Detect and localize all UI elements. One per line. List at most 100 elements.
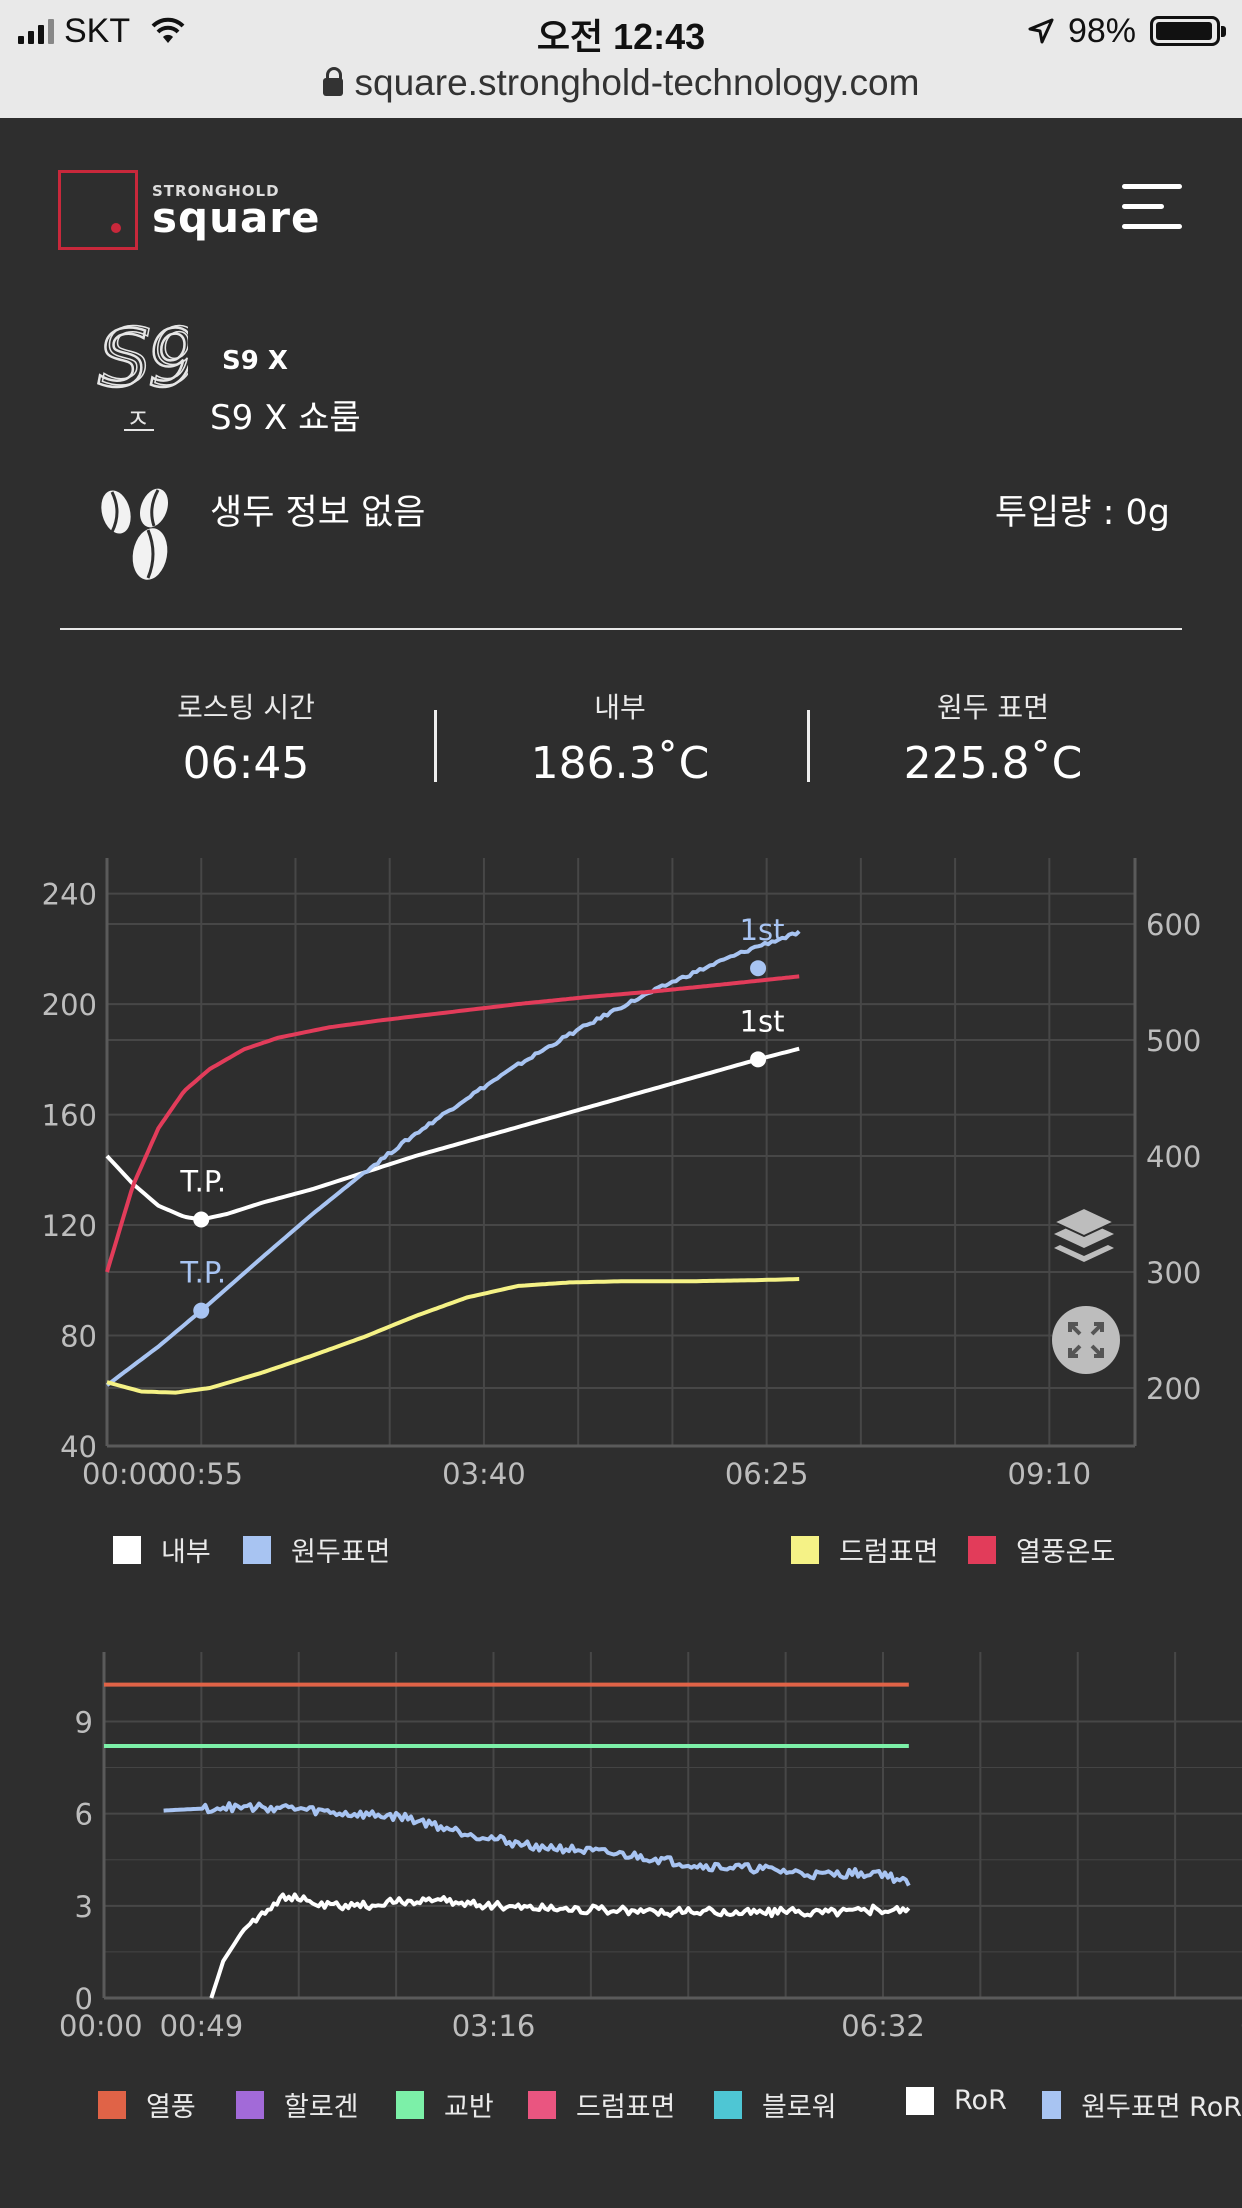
- y-left-tick-label: 120: [42, 1209, 97, 1243]
- svg-text:S9: S9: [98, 315, 188, 405]
- legend-swatch: [98, 2090, 126, 2119]
- annotation-label: T.P.: [179, 1165, 226, 1199]
- series-line: [105, 974, 800, 1273]
- legend-label: 내부: [161, 1537, 211, 1568]
- legend-item-hot-air[interactable]: 열풍: [98, 2085, 196, 2124]
- y-right-tick-label: 300: [1146, 1256, 1201, 1290]
- legend-swatch: [1042, 2090, 1062, 2119]
- status-bar-right: 98%: [1028, 8, 1226, 54]
- annotation-marker: [193, 1302, 210, 1319]
- logo-mark-icon: [58, 170, 138, 250]
- series-line: [105, 1046, 800, 1222]
- legend-item-drum-surface[interactable]: 드럼표면: [791, 1530, 938, 1569]
- x-tick-label: 00:00: [82, 1457, 166, 1490]
- legend-item-halogen[interactable]: 할로겐: [236, 2085, 359, 2124]
- legend-swatch: [714, 2090, 742, 2119]
- stat-value: 186.3˚C: [530, 738, 710, 789]
- x-tick-label: 00:49: [160, 2009, 244, 2040]
- annotation-label: 1st: [740, 913, 785, 947]
- hamburger-icon[interactable]: [1122, 184, 1182, 230]
- lock-icon: [322, 67, 343, 96]
- annotation-marker: [750, 960, 767, 977]
- legend-label: RoR: [954, 2085, 1007, 2116]
- legend-label: 블로워: [762, 2092, 837, 2123]
- legend-label: 드럼표면: [576, 2092, 676, 2123]
- legend-swatch: [113, 1535, 141, 1564]
- wifi-icon: [151, 17, 185, 43]
- series-line: [163, 1801, 911, 1887]
- legend-label: 원두표면: [291, 1537, 391, 1568]
- legend-item-bean-ror[interactable]: 원두표면 RoR: [1042, 2085, 1242, 2124]
- y-right-tick-label: 500: [1146, 1024, 1201, 1058]
- x-tick-label: 09:10: [1008, 1457, 1092, 1490]
- legend-swatch: [528, 2090, 556, 2119]
- status-bar: SKT 오전 12:43 98% square.stronghold-techn…: [0, 0, 1242, 118]
- logo-big-text: square: [152, 193, 321, 242]
- x-tick-label: 03:16: [452, 2009, 536, 2040]
- legend-swatch: [791, 1535, 819, 1564]
- legend-swatch: [396, 2090, 424, 2119]
- location-arrow-icon: [1028, 18, 1054, 44]
- stat-value: 06:45: [182, 738, 310, 789]
- device-model: S9 X: [222, 346, 288, 376]
- legend-label: 원두표면 RoR: [1081, 2092, 1242, 2123]
- address-bar[interactable]: square.stronghold-technology.com: [0, 58, 1242, 108]
- section-divider: [60, 628, 1182, 630]
- legend-label: 열풍: [146, 2092, 196, 2123]
- stat-inner-temp: 내부 186.3˚C: [440, 686, 800, 789]
- annotation-marker: [193, 1211, 210, 1228]
- y-tick-label: 3: [75, 1890, 93, 1924]
- bean-info[interactable]: 생두 정보 없음: [210, 493, 426, 533]
- annotation-label: 1st: [740, 1004, 785, 1038]
- url-text: square.stronghold-technology.com: [354, 62, 920, 103]
- legend-swatch: [906, 2086, 934, 2115]
- legend-swatch: [968, 1535, 996, 1564]
- y-right-tick-label: 200: [1146, 1372, 1201, 1406]
- legend-label: 할로겐: [284, 2092, 359, 2123]
- layers-icon[interactable]: [1048, 1198, 1120, 1270]
- legend-item-agitator[interactable]: 교반: [396, 2085, 494, 2124]
- x-tick-label: 09:4: [1240, 2009, 1242, 2040]
- device-name[interactable]: S9 X 쇼룸: [210, 398, 361, 438]
- legend-swatch: [236, 2090, 264, 2119]
- y-left-tick-label: 200: [42, 988, 97, 1022]
- series-line: [105, 929, 801, 1387]
- fullscreen-icon[interactable]: [1052, 1306, 1120, 1374]
- legend-item-ror[interactable]: RoR: [906, 2085, 1007, 2116]
- x-tick-label: 06:25: [725, 1457, 809, 1490]
- y-right-tick-label: 600: [1146, 908, 1201, 942]
- series-line: [106, 1277, 800, 1395]
- x-tick-label: 00:55: [159, 1457, 243, 1490]
- temperature-chart[interactable]: 240 200 160 120 80 40 600 500 400 300 200 00:0000:5…: [0, 850, 1242, 1490]
- y-left-tick-label: 240: [42, 878, 97, 912]
- y-left-tick-label: 40: [60, 1430, 97, 1464]
- y-tick-label: 6: [75, 1798, 93, 1832]
- legend-item-drum[interactable]: 드럼표면: [528, 2085, 675, 2124]
- control-chart[interactable]: 9 6 3 000:00 00:49 03:16 06:32 09:4: [0, 1640, 1242, 2040]
- input-amount: 투입량 : 0g: [994, 493, 1170, 533]
- cellular-signal-icon: [18, 18, 54, 44]
- legend-item-hot-air[interactable]: 열풍온도: [968, 1530, 1115, 1569]
- y-tick-label: 9: [75, 1705, 93, 1739]
- coffee-bean-icon: [101, 488, 169, 580]
- svg-text:S9: S9: [102, 313, 188, 403]
- x-tick-label: 00:00: [59, 2009, 143, 2040]
- stat-roast-time: 로스팅 시간 06:45: [66, 686, 426, 789]
- legend-label: 드럼표면: [839, 1537, 939, 1568]
- s9-logo-icon: S9 S9 ㅈ: [97, 312, 188, 434]
- legend-label: 열풍온도: [1016, 1537, 1116, 1568]
- battery-percent: 98%: [1067, 11, 1136, 50]
- x-tick-label: 06:32: [841, 2009, 925, 2040]
- legend-item-bean-surface[interactable]: 원두표면: [243, 1530, 390, 1569]
- status-bar-left: SKT: [18, 8, 186, 54]
- stat-divider: [434, 710, 437, 782]
- x-tick-label: 03:40: [442, 1457, 526, 1490]
- clock: 오전 12:43: [536, 16, 706, 57]
- series-line: [209, 1892, 911, 1999]
- legend-item-blower[interactable]: 블로워: [714, 2085, 837, 2124]
- logo-small-text: STRONGHOLD: [152, 182, 280, 200]
- legend-item-inner[interactable]: 내부: [113, 1530, 211, 1569]
- brand-logo[interactable]: STRONGHOLD square: [58, 170, 321, 250]
- stat-bean-surface: 원두 표면 225.8˚C: [813, 686, 1173, 789]
- stat-divider: [807, 710, 810, 782]
